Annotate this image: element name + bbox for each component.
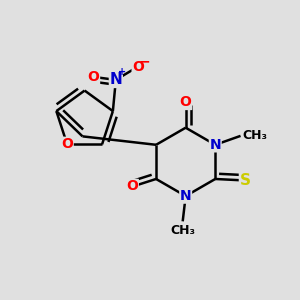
Text: S: S xyxy=(239,173,250,188)
Text: O: O xyxy=(132,59,144,74)
Text: N: N xyxy=(180,189,191,203)
Text: O: O xyxy=(61,137,73,151)
Text: CH₃: CH₃ xyxy=(170,224,195,237)
Text: O: O xyxy=(88,70,100,84)
Text: +: + xyxy=(118,67,127,76)
Text: CH₃: CH₃ xyxy=(242,129,267,142)
Text: N: N xyxy=(209,138,221,152)
Text: −: − xyxy=(139,54,151,68)
Text: O: O xyxy=(180,95,192,110)
Text: N: N xyxy=(110,72,122,87)
Text: O: O xyxy=(126,179,138,194)
